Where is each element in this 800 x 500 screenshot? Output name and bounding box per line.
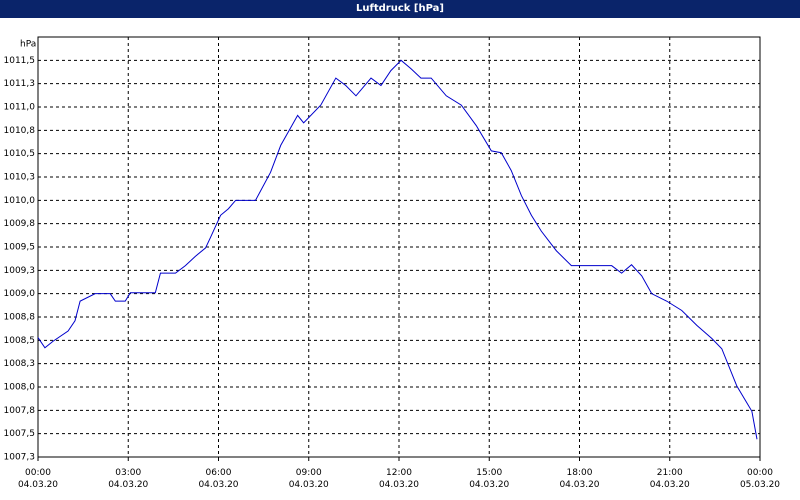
- y-tick-label: 1007,5: [4, 429, 36, 439]
- x-tick-label: 00:00 05.03.20: [739, 468, 781, 490]
- x-tick-label: 09:00 04.03.20: [288, 468, 329, 490]
- y-tick-label: 1010,3: [4, 173, 36, 183]
- y-tick-label: 1011,5: [4, 56, 36, 66]
- y-tick-label: 1007,3: [4, 453, 36, 463]
- y-tick-label: 1009,3: [4, 266, 36, 276]
- x-tick-label: 12:00 04.03.20: [378, 468, 420, 490]
- x-tick-label: 18:00 04.03.20: [559, 468, 600, 490]
- y-tick-label: 1009,0: [4, 289, 36, 299]
- y-axis-label: hPa: [20, 40, 36, 50]
- y-tick-label: 1008,8: [4, 313, 36, 323]
- y-tick-label: 1008,0: [4, 383, 36, 393]
- y-tick-label: 1008,5: [4, 336, 36, 346]
- data-line: [37, 59, 758, 440]
- y-tick-label: 1008,3: [4, 359, 36, 369]
- y-tick-label: 1009,5: [4, 243, 36, 253]
- y-tick-label: 1011,0: [4, 103, 36, 113]
- y-tick-label: 1010,8: [4, 126, 36, 136]
- y-tick-label: 1011,3: [4, 79, 36, 89]
- x-tick-label: 06:00 04.03.20: [198, 468, 239, 490]
- chart-title: Luftdruck [hPa]: [0, 0, 800, 18]
- x-tick-label: 21:00 04.03.20: [649, 468, 690, 490]
- x-tick-label: 00:00 04.03.20: [17, 468, 59, 490]
- x-tick-label: 03:00 04.03.20: [108, 468, 149, 490]
- y-tick-label: 1009,8: [4, 219, 36, 229]
- y-tick-label: 1010,0: [4, 196, 36, 206]
- y-tick-label: 1007,8: [4, 406, 36, 416]
- x-tick-label: 15:00 04.03.20: [469, 468, 510, 490]
- y-tick-label: 1010,5: [4, 149, 36, 159]
